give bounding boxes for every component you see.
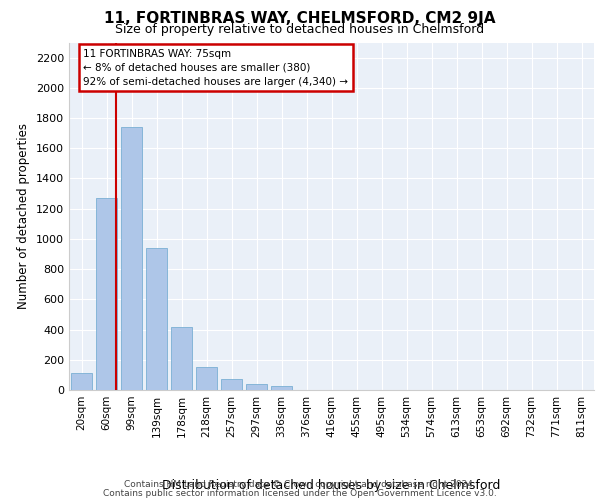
Bar <box>246 384 267 390</box>
Text: 11 FORTINBRAS WAY: 75sqm
← 8% of detached houses are smaller (380)
92% of semi-d: 11 FORTINBRAS WAY: 75sqm ← 8% of detache… <box>83 48 348 86</box>
Bar <box>221 378 242 390</box>
Bar <box>171 328 192 390</box>
Text: Contains HM Land Registry data © Crown copyright and database right 2024.: Contains HM Land Registry data © Crown c… <box>124 480 476 489</box>
Bar <box>146 248 167 390</box>
Bar <box>96 198 117 390</box>
Text: Contains public sector information licensed under the Open Government Licence v3: Contains public sector information licen… <box>103 488 497 498</box>
Bar <box>196 368 217 390</box>
Bar <box>271 386 292 390</box>
Bar <box>121 127 142 390</box>
X-axis label: Distribution of detached houses by size in Chelmsford: Distribution of detached houses by size … <box>163 478 500 492</box>
Bar <box>71 374 92 390</box>
Text: Size of property relative to detached houses in Chelmsford: Size of property relative to detached ho… <box>115 22 485 36</box>
Y-axis label: Number of detached properties: Number of detached properties <box>17 123 31 309</box>
Text: 11, FORTINBRAS WAY, CHELMSFORD, CM2 9JA: 11, FORTINBRAS WAY, CHELMSFORD, CM2 9JA <box>104 11 496 26</box>
